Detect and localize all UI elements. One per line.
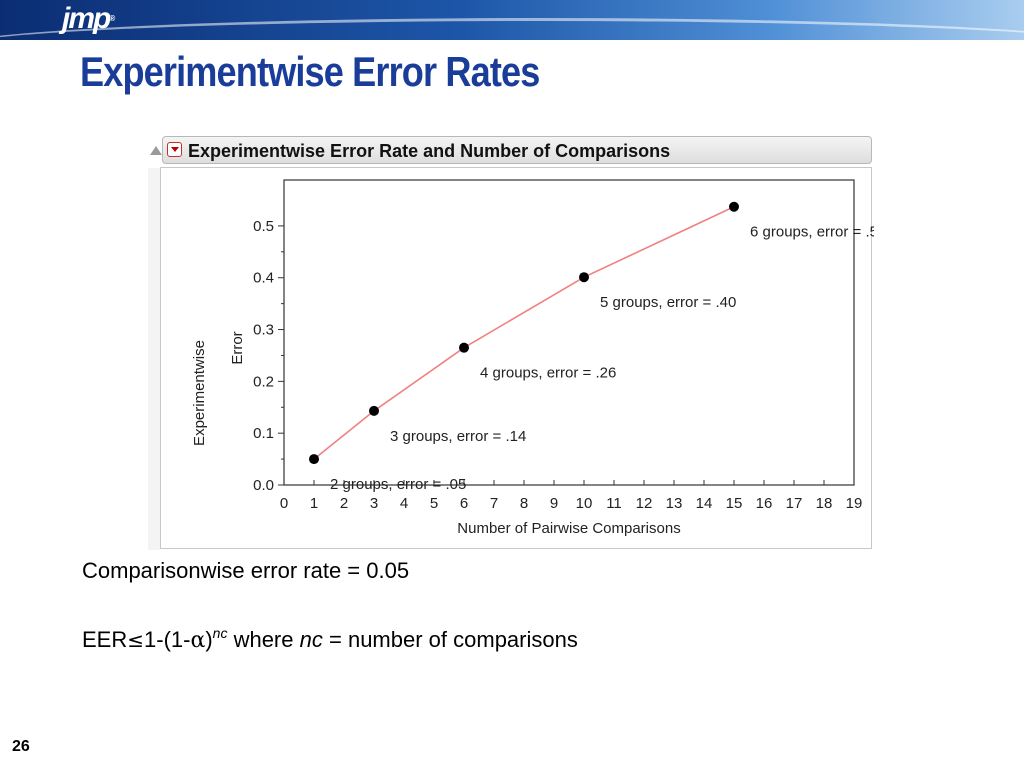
x-tick-label: 1 xyxy=(310,495,318,512)
banner-swoosh xyxy=(0,18,1024,40)
where-word: where xyxy=(233,627,294,652)
series-layer: 2 groups, error = .05 3 groups, error = .… xyxy=(309,201,874,493)
x-tick-label: 5 xyxy=(430,495,438,512)
logo-text: jmp xyxy=(62,2,111,35)
x-tick-label: 8 xyxy=(520,495,528,512)
logo-registered-mark: ® xyxy=(109,14,116,23)
formula-end: ) xyxy=(205,627,213,652)
data-label: 3 groups, error = .14 xyxy=(390,428,526,445)
formula-start: 1-(1- xyxy=(144,627,191,652)
jmp-logo: jmp® xyxy=(62,1,115,37)
page-number: 26 xyxy=(12,738,30,755)
data-point[interactable] xyxy=(729,201,739,212)
red-triangle-menu-icon[interactable] xyxy=(167,142,182,157)
top-banner: jmp® xyxy=(0,0,1024,40)
alpha-symbol: α xyxy=(190,628,206,653)
x-tick-label: 2 xyxy=(340,495,348,512)
report-gutter xyxy=(148,168,160,550)
x-tick-label: 14 xyxy=(696,495,713,512)
data-point[interactable] xyxy=(369,405,379,416)
data-label: 4 groups, error = .26 xyxy=(480,365,616,382)
data-point[interactable] xyxy=(459,342,469,353)
x-tick-label: 0 xyxy=(280,495,288,512)
eer-formula: EER≤1-(1-α)nc where nc = number of compa… xyxy=(82,625,578,653)
x-tick-label: 9 xyxy=(550,495,558,512)
y-axis: 0.0 0.1 0.2 0.3 0.4 0.5 xyxy=(253,218,284,494)
data-label: 5 groups, error = .40 xyxy=(600,294,736,311)
x-axis-title: Number of Pairwise Comparisons xyxy=(457,520,680,537)
x-tick-label: 17 xyxy=(786,495,803,512)
report-title: Experimentwise Error Rate and Number of … xyxy=(188,141,671,161)
y-axis-title-line-1: Experimentwise xyxy=(191,340,208,446)
x-tick-label: 7 xyxy=(490,495,498,512)
y-tick-label: 0.5 xyxy=(253,218,274,235)
data-point[interactable] xyxy=(579,272,589,283)
eer-label: EER xyxy=(82,627,128,652)
comparisonwise-rate-text: Comparisonwise error rate = 0.05 xyxy=(82,558,410,583)
x-tick-label: 12 xyxy=(636,495,653,512)
y-tick-label: 0.4 xyxy=(253,270,274,287)
y-tick-label: 0.1 xyxy=(253,425,274,442)
y-axis-title-line-2: Error xyxy=(229,331,246,364)
x-tick-label: 11 xyxy=(606,495,622,512)
x-tick-label: 13 xyxy=(666,495,683,512)
x-tick-label: 18 xyxy=(816,495,833,512)
x-tick-label: 15 xyxy=(726,495,743,512)
x-tick-label: 10 xyxy=(576,495,593,512)
plot-frame xyxy=(283,179,855,486)
x-tick-label: 3 xyxy=(370,495,378,512)
slide-title: Experimentwise Error Rates xyxy=(80,48,540,95)
data-label: 2 groups, error = .05 xyxy=(330,476,466,493)
data-label: 6 groups, error = .54 xyxy=(750,224,874,241)
report-header[interactable]: Experimentwise Error Rate and Number of … xyxy=(150,136,872,164)
collapse-triangle-icon[interactable] xyxy=(150,146,162,155)
nc-term: nc xyxy=(299,627,323,652)
data-point[interactable] xyxy=(309,454,319,465)
leq-symbol: ≤ xyxy=(127,628,145,652)
x-axis: 0 1 2 3 4 5 6 7 8 9 10 11 12 13 14 15 16 17 18 19 xyxy=(280,480,863,512)
y-tick-label: 0.3 xyxy=(253,322,274,339)
y-tick-label: 0.2 xyxy=(253,373,274,390)
y-tick-label: 0.0 xyxy=(253,477,274,494)
x-tick-label: 6 xyxy=(460,495,468,512)
x-tick-label: 16 xyxy=(756,495,773,512)
x-tick-label: 4 xyxy=(400,495,408,512)
error-rate-chart: Experimentwise Error 0.00.10.20.30.40.5 … xyxy=(191,179,874,537)
y-axis-title: Experimentwise Error xyxy=(191,331,246,446)
x-tick-label: 19 xyxy=(846,495,863,512)
formula-definition: = number of comparisons xyxy=(329,627,578,652)
formula-exponent: nc xyxy=(212,625,228,641)
